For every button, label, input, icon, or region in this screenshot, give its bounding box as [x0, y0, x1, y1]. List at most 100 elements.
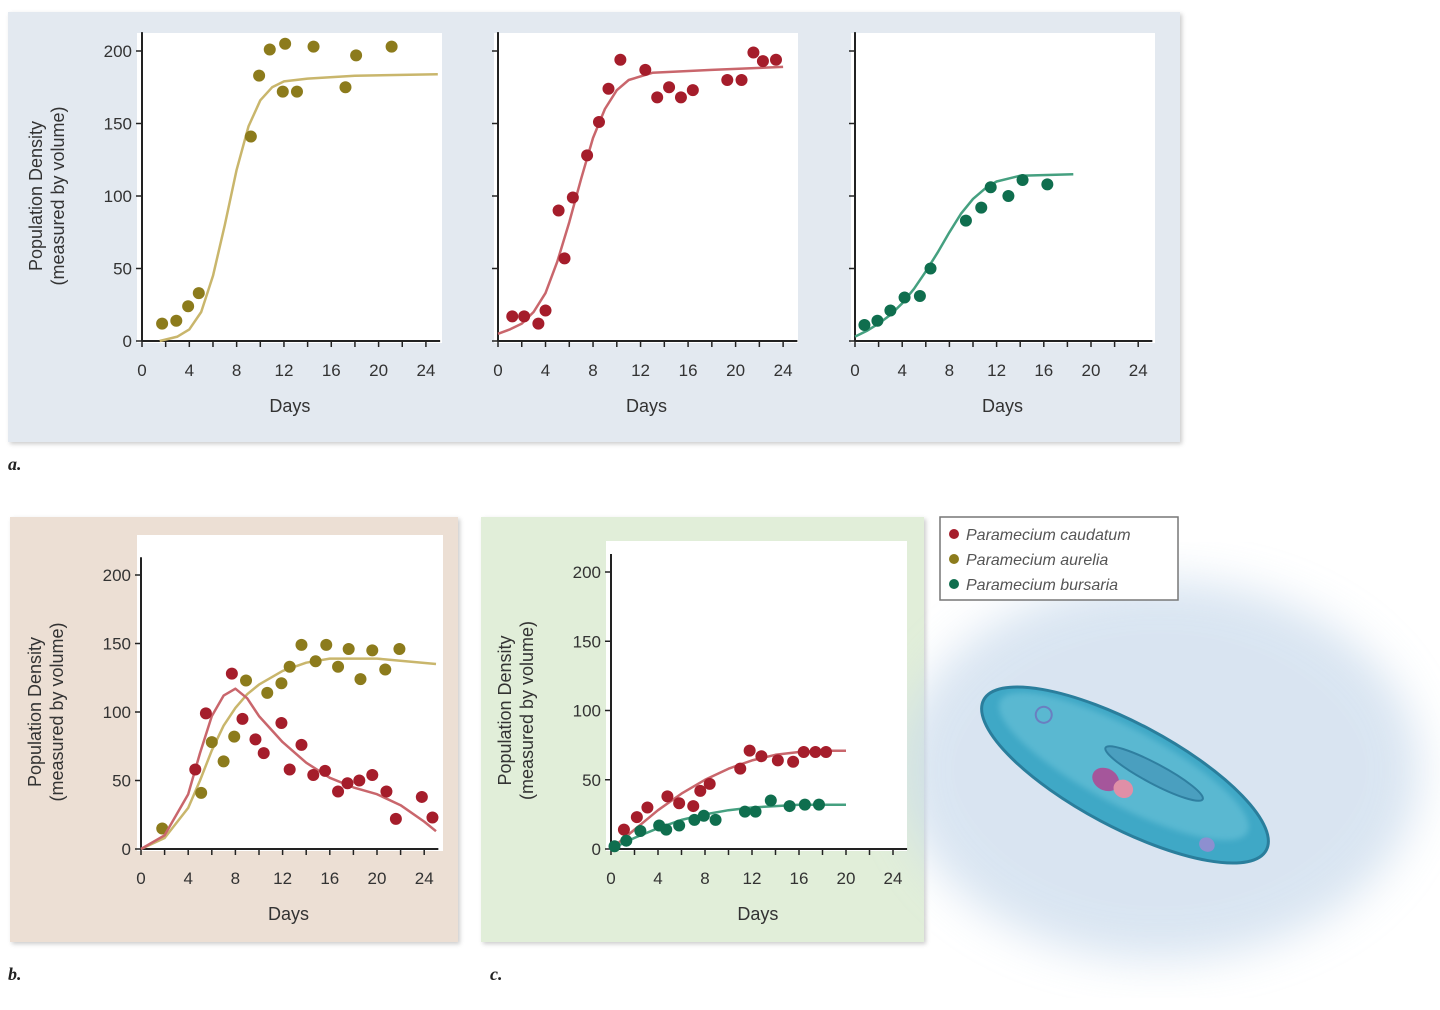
data-point-aurelia — [261, 686, 274, 699]
data-point-bursaria — [1041, 178, 1054, 191]
x-tick-label: 4 — [653, 869, 662, 888]
plot-area — [137, 33, 442, 343]
x-tick-label: 0 — [136, 869, 145, 888]
plot-area — [606, 541, 907, 851]
data-point-bursaria — [812, 798, 825, 811]
data-point-aurelia — [217, 755, 230, 768]
data-point-caudatum — [797, 746, 810, 759]
data-point-aurelia — [228, 730, 241, 743]
x-tick-label: 8 — [945, 361, 954, 380]
x-axis-label: Days — [268, 904, 309, 924]
plot-area — [851, 33, 1155, 343]
data-point-bursaria — [975, 201, 988, 214]
legend-marker-caudatum — [949, 529, 959, 539]
y-tick-label: 50 — [113, 260, 132, 279]
data-point-aurelia — [385, 40, 398, 53]
data-point-caudatum — [747, 46, 760, 59]
data-point-caudatum — [734, 762, 747, 775]
data-point-aurelia — [342, 642, 355, 655]
chart-a1: 0 50 100 150 200 0 4 8 12 16 20 24 Days Population De… — [26, 32, 442, 416]
data-point-aurelia — [279, 37, 292, 50]
data-point-caudatum — [820, 746, 833, 759]
chart-a3: 0 4 8 12 16 20 24 Days — [849, 32, 1155, 416]
data-point-caudatum — [225, 667, 238, 680]
x-tick-label: 16 — [679, 361, 698, 380]
y-tick-label: 150 — [104, 115, 132, 134]
data-point-caudatum — [539, 304, 552, 317]
fit-curve-aurelia — [159, 72, 438, 343]
data-point-aurelia — [290, 85, 303, 98]
data-point-caudatum — [426, 811, 439, 824]
data-point-caudatum — [283, 763, 296, 776]
data-point-aurelia — [354, 673, 367, 686]
y-axis-label-line: Population Density — [25, 637, 45, 787]
x-tick-label: 12 — [743, 869, 762, 888]
x-tick-label: 4 — [183, 869, 192, 888]
data-point-aurelia — [195, 786, 208, 799]
data-point-caudatum — [581, 149, 594, 162]
x-tick-label: 20 — [368, 869, 387, 888]
data-point-aurelia — [240, 674, 253, 687]
data-point-bursaria — [688, 813, 701, 826]
data-point-caudatum — [809, 746, 822, 759]
data-point-caudatum — [592, 116, 605, 129]
x-tick-label: 4 — [897, 361, 906, 380]
data-point-caudatum — [630, 811, 643, 824]
x-tick-label: 24 — [774, 361, 793, 380]
y-tick-label: 150 — [103, 635, 131, 654]
y-tick-label: 200 — [104, 42, 132, 61]
data-point-bursaria — [959, 214, 972, 227]
data-point-caudatum — [661, 790, 674, 803]
y-axis-label: Population Density (measured by volume) — [25, 622, 67, 801]
data-point-bursaria — [913, 290, 926, 303]
data-point-bursaria — [884, 304, 897, 317]
data-point-caudatum — [771, 754, 784, 767]
data-point-bursaria — [620, 834, 633, 847]
data-point-caudatum — [721, 74, 734, 86]
x-tick-label: 0 — [493, 361, 502, 380]
data-point-aurelia — [350, 49, 363, 62]
y-axis-label: Population Density (measured by volume) — [26, 106, 68, 285]
data-point-caudatum — [663, 81, 676, 94]
data-point-caudatum — [641, 801, 654, 814]
data-point-aurelia — [283, 660, 296, 673]
x-tick-label: 20 — [837, 869, 856, 888]
x-tick-label: 12 — [273, 869, 292, 888]
y-tick-label: 50 — [582, 771, 601, 790]
x-axis-label: Days — [269, 396, 310, 416]
data-point-bursaria — [764, 794, 777, 807]
data-point-caudatum — [366, 769, 379, 782]
data-point-caudatum — [651, 91, 664, 104]
data-point-aurelia — [170, 314, 183, 327]
data-point-aurelia — [366, 644, 379, 657]
x-tick-label: 20 — [1082, 361, 1101, 380]
data-point-caudatum — [755, 750, 768, 763]
plot-area — [494, 33, 798, 343]
y-tick-label: 0 — [592, 840, 601, 859]
data-point-bursaria — [1016, 174, 1029, 187]
data-point-aurelia — [244, 130, 257, 143]
y-axis-label-line: Population Density — [26, 121, 46, 271]
data-point-bursaria — [858, 319, 871, 332]
data-point-bursaria — [783, 800, 796, 813]
y-axis-label-line: Population Density — [495, 635, 515, 785]
data-point-caudatum — [353, 774, 366, 787]
data-point-caudatum — [389, 812, 402, 825]
data-point-aurelia — [309, 655, 322, 668]
data-point-aurelia — [253, 69, 266, 82]
x-tick-label: 20 — [726, 361, 745, 380]
data-point-bursaria — [871, 314, 884, 327]
y-tick-label: 200 — [573, 563, 601, 582]
x-tick-label: 4 — [541, 361, 550, 380]
data-point-caudatum — [673, 797, 686, 810]
data-point-aurelia — [182, 300, 195, 313]
y-axis-label-line: (measured by volume) — [47, 622, 67, 801]
data-point-caudatum — [769, 53, 782, 66]
x-tick-label: 8 — [588, 361, 597, 380]
data-point-caudatum — [674, 91, 687, 104]
chart-c: 0 50 100 150 200 0 4 8 12 16 20 24 Days Population De… — [495, 541, 908, 924]
data-point-caudatum — [639, 63, 652, 76]
data-point-caudatum — [341, 777, 354, 790]
data-point-caudatum — [787, 755, 800, 768]
